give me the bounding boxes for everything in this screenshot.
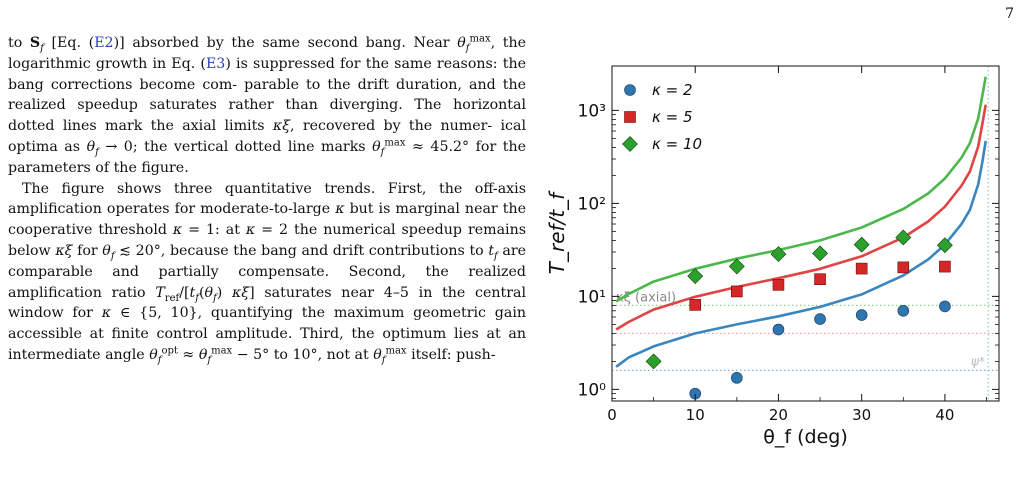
data-point-s1-0 xyxy=(689,299,702,311)
x-axis-label: θ_f (deg) xyxy=(763,426,848,448)
data-point-s1-5 xyxy=(897,261,910,274)
legend: κ = 2 κ = 5 κ = 10 xyxy=(622,81,702,153)
legend-marker-2 xyxy=(622,136,638,152)
data-point-s2-4 xyxy=(812,245,828,262)
figure: κξ (axial) ψ* 0 10 20 30 40 10⁰ 10¹ 10² 10³ κ = 2… xyxy=(540,50,1028,491)
paragraph-trends: The figure shows three quantitative tren… xyxy=(8,180,526,366)
data-point-s1-3 xyxy=(814,273,826,286)
eq-ref-e2[interactable]: E2 xyxy=(94,35,114,51)
legend-label-1: κ = 5 xyxy=(652,108,693,126)
data-point-s1-6 xyxy=(939,260,951,273)
legend-marker-1 xyxy=(624,111,636,123)
data-point-s2-2 xyxy=(728,258,745,275)
y-tick-label-1: 10¹ xyxy=(578,287,606,307)
data-point-s2-7 xyxy=(936,237,953,254)
paragraph-continuation: to Sf [Eq. (E2)] absorbed by the same se… xyxy=(8,33,526,176)
axes: 0 10 20 30 40 10⁰ 10¹ 10² 10³ xyxy=(578,65,1000,424)
legend-label-0: κ = 2 xyxy=(652,81,693,99)
y-axis-label: T_ref/t_f xyxy=(545,190,569,274)
data-point-s0-4 xyxy=(855,309,868,321)
y-tick-label-2: 10² xyxy=(578,194,606,214)
x-tick-label-4: 40 xyxy=(935,406,954,424)
axis-labels: θ_f (deg) T_ref/t_f xyxy=(545,190,848,448)
x-tick-label-3: 30 xyxy=(852,406,871,424)
math-S: S xyxy=(29,35,41,51)
data-point-s0-3 xyxy=(814,313,826,325)
axial-limit-label: κξ (axial) xyxy=(616,290,676,305)
page-number: 7 xyxy=(1005,6,1014,22)
y-tick-label-3: 10³ xyxy=(578,101,606,121)
data-point-s2-5 xyxy=(853,236,870,253)
x-tick-label-1: 10 xyxy=(686,406,705,424)
theory-curves xyxy=(615,76,987,368)
psi-star-label: ψ* xyxy=(971,354,985,368)
theory-curve-1 xyxy=(615,104,987,331)
x-tick-label-0: 0 xyxy=(607,406,617,424)
data-markers xyxy=(645,229,953,400)
data-point-s0-6 xyxy=(939,300,951,313)
eq-ref-e3[interactable]: E3 xyxy=(205,55,226,72)
data-point-s1-4 xyxy=(855,262,868,275)
data-point-s2-1 xyxy=(687,268,704,285)
text-column: to Sf [Eq. (E2)] absorbed by the same se… xyxy=(8,33,526,366)
theory-curve-0 xyxy=(615,140,987,368)
data-point-s0-5 xyxy=(897,304,910,317)
speedup-chart: κξ (axial) ψ* 0 10 20 30 40 10⁰ 10¹ 10² 10³ κ = 2… xyxy=(545,65,1000,448)
plot-frame xyxy=(611,65,1000,402)
data-point-s1-2 xyxy=(772,279,785,291)
data-point-s2-6 xyxy=(895,229,912,246)
data-point-s0-1 xyxy=(731,372,743,384)
data-point-s1-1 xyxy=(731,285,743,298)
theory-curve-2 xyxy=(615,76,987,303)
data-point-s0-2 xyxy=(772,323,785,336)
legend-label-2: κ = 10 xyxy=(652,135,702,153)
data-point-s2-3 xyxy=(770,246,787,263)
legend-marker-0 xyxy=(624,84,636,96)
data-point-s2-0 xyxy=(645,353,662,370)
x-tick-label-2: 20 xyxy=(769,406,788,424)
y-tick-label-0: 10⁰ xyxy=(578,380,607,400)
